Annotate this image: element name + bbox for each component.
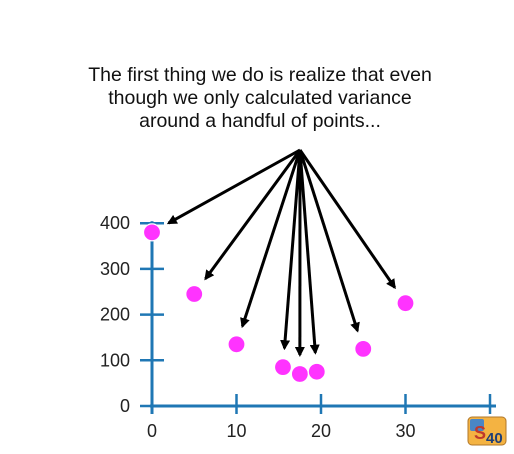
y-tick-label: 400 xyxy=(100,213,130,233)
statquest-logo: S 40 xyxy=(466,414,508,448)
x-tick-label: 10 xyxy=(226,421,246,441)
data-point xyxy=(274,359,291,376)
data-point xyxy=(355,340,372,357)
data-point xyxy=(144,224,161,241)
axes xyxy=(150,221,496,414)
y-tick-label: 0 xyxy=(120,396,130,416)
data-point xyxy=(186,286,203,303)
svg-text:40: 40 xyxy=(486,430,503,447)
annotation-arrow xyxy=(205,150,300,279)
data-point xyxy=(308,363,325,380)
tick-marks xyxy=(140,223,490,414)
annotation-arrow xyxy=(300,150,395,288)
x-tick-label: 0 xyxy=(147,421,157,441)
annotation-arrow xyxy=(284,150,300,348)
x-tick-label: 20 xyxy=(311,421,331,441)
data-point xyxy=(228,336,245,353)
annotation-arrow xyxy=(300,150,357,331)
y-tick-label: 300 xyxy=(100,259,130,279)
annotation-arrows xyxy=(169,150,395,355)
data-point xyxy=(291,366,308,383)
y-tick-label: 200 xyxy=(100,305,130,325)
y-tick-label: 100 xyxy=(100,350,130,370)
x-tick-label: 30 xyxy=(395,421,415,441)
annotation-arrow xyxy=(300,150,315,353)
svg-text:S: S xyxy=(474,423,486,443)
data-point xyxy=(397,295,414,312)
data-points xyxy=(144,224,415,383)
